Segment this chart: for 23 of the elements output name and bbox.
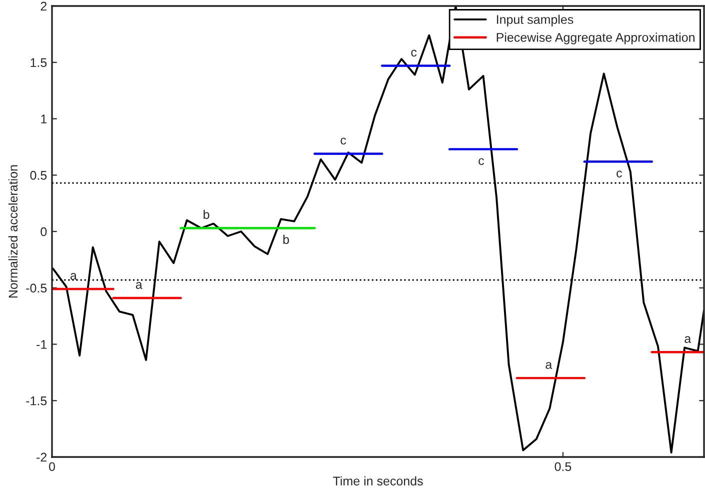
y-tick-label: -0.5 [26,284,47,293]
annotation: b [283,234,289,244]
annotation: c [478,158,484,166]
annotation: b [204,210,210,219]
y-tick-label: 1 [41,114,47,124]
annotation: c [616,170,622,178]
y-tick-label: -1.5 [26,396,47,406]
y-tick-label: 0.5 [30,170,47,180]
legend-label: Piecewise Aggregate Approximation [496,32,694,44]
annotation: a [684,336,692,343]
y-tick-label: 0 [40,227,47,236]
x-axis-title: Time in seconds [333,476,423,486]
annotation: c [411,50,417,57]
annotation: c [340,138,346,145]
legend-label: Input samples [496,14,574,26]
annotation: a [70,273,77,280]
y-tick-label: -2 [36,452,47,462]
y-tick-label: 1.5 [30,58,47,68]
y-tick-label: 2 [40,2,47,11]
y-axis-title: Normalized acceleration [8,165,18,298]
annotation: a [136,282,142,289]
annotation: a [546,362,552,369]
y-tick-label: -1 [36,340,47,349]
